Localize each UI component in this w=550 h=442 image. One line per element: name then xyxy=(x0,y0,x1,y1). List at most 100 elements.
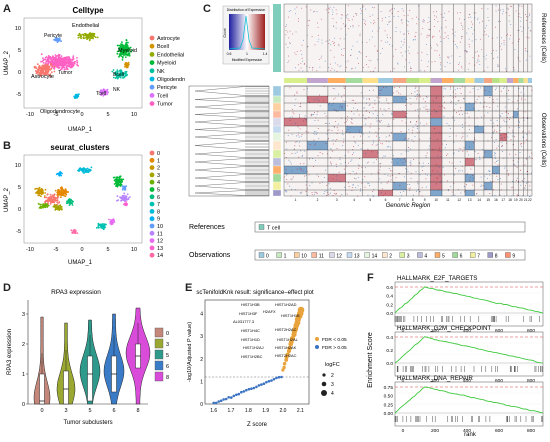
observation-cnv-cell xyxy=(500,126,502,128)
observation-cnv-cell xyxy=(365,123,366,125)
observation-cnv-cell xyxy=(531,90,533,91)
observation-cnv-cell xyxy=(316,98,318,100)
observation-cnv-cell xyxy=(287,135,289,137)
umap-point xyxy=(88,36,90,39)
legend-item: 2 xyxy=(157,166,160,172)
observation-cnv-cell xyxy=(366,102,367,104)
observation-cnv-cell xyxy=(435,111,437,113)
umap-point xyxy=(51,200,54,203)
observation-cnv-cell xyxy=(307,97,309,99)
observation-cnv-cell xyxy=(289,117,291,118)
chromosome-label: 21 xyxy=(524,198,528,202)
observation-cnv-cell xyxy=(409,148,411,150)
umap-point xyxy=(44,62,47,64)
observation-cnv-cell xyxy=(407,184,409,185)
umap-point xyxy=(48,74,51,77)
reference-cnv-cell xyxy=(525,59,527,61)
reference-cnv-cell xyxy=(353,15,355,17)
umap-point xyxy=(118,179,121,182)
observation-cnv-cell xyxy=(523,93,525,95)
reference-cnv-cell xyxy=(524,48,526,49)
observation-cnv-cell xyxy=(315,191,317,193)
reference-cnv-cell xyxy=(366,64,367,65)
observation-cnv-cell xyxy=(531,152,532,154)
scatter-point xyxy=(219,399,223,402)
reference-cnv-cell xyxy=(372,6,374,8)
observation-cnv-cell xyxy=(493,189,495,191)
reference-cnv-cell xyxy=(344,26,346,28)
observation-cnv-cell xyxy=(427,111,429,113)
observation-swatch xyxy=(399,252,405,258)
observation-cnv-cell xyxy=(387,126,389,128)
observation-cnv-cell xyxy=(400,195,402,197)
umap-point xyxy=(61,208,63,210)
x-axis-label: Z score xyxy=(247,422,268,428)
y-tick-label: 1 xyxy=(200,379,203,385)
umap-point xyxy=(58,63,61,66)
reference-cnv-cell xyxy=(485,58,487,60)
observation-cnv-cell xyxy=(379,139,380,141)
observation-cnv-cell xyxy=(313,114,315,115)
observation-cnv-cell xyxy=(351,99,353,101)
observation-cnv-cell xyxy=(507,136,509,138)
observation-cnv-cell xyxy=(479,158,481,160)
reference-cnv-cell xyxy=(519,5,521,7)
reference-cnv-cell xyxy=(424,70,426,72)
reference-cnv-cell xyxy=(507,33,508,35)
observation-cnv-cell xyxy=(407,138,409,140)
observation-cnv-cell xyxy=(436,111,437,112)
chromosome-label: 14 xyxy=(477,198,481,202)
reference-cnv-cell xyxy=(468,17,470,18)
observation-cnv-cell xyxy=(368,105,370,106)
umap-point xyxy=(70,65,73,67)
observation-cnv-cell xyxy=(409,184,411,185)
observation-cnv-cell xyxy=(336,193,337,194)
reference-cnv-cell xyxy=(359,35,361,36)
plot-frame xyxy=(23,17,143,109)
observation-cnv-cell xyxy=(448,125,450,126)
reference-cnv-cell xyxy=(444,32,446,34)
reference-cnv-cell xyxy=(345,61,347,63)
umap-point xyxy=(72,56,74,59)
observation-cnv-cell xyxy=(419,138,421,140)
reference-cnv-cell xyxy=(434,15,436,17)
x-tick-label: 0 xyxy=(402,328,405,334)
dendrogram-branch xyxy=(194,158,269,166)
umap-point xyxy=(60,55,63,57)
reference-cnv-cell xyxy=(514,69,516,71)
reference-cnv-cell xyxy=(297,64,299,66)
reference-cnv-cell xyxy=(429,29,431,31)
observation-cnv-cell xyxy=(483,131,484,133)
umap-point xyxy=(78,32,81,35)
observation-cnv-cell xyxy=(377,133,379,135)
umap-point xyxy=(42,66,45,69)
observation-swatch xyxy=(364,252,370,258)
umap-point xyxy=(97,224,100,226)
reference-cnv-cell xyxy=(468,63,470,65)
reference-cnv-cell xyxy=(311,67,313,68)
observation-cnv-cell xyxy=(296,141,298,143)
observation-cnv-cell xyxy=(509,116,511,118)
observation-cnv-cell xyxy=(423,125,425,127)
observation-cnv-cell xyxy=(527,118,528,119)
umap-point xyxy=(59,68,62,71)
reference-cnv-cell xyxy=(444,12,446,14)
umap-point xyxy=(120,48,122,51)
reference-cnv-cell xyxy=(369,15,371,17)
observation-cnv-cell xyxy=(525,158,527,160)
observation-cnv-cell xyxy=(375,131,377,133)
observation-cnv-cell xyxy=(367,161,369,163)
umap-point xyxy=(77,34,80,37)
gene-label: HIST1H2BC xyxy=(241,354,263,359)
reference-cnv-cell xyxy=(428,35,430,37)
reference-cnv-cell xyxy=(330,44,332,46)
reference-cnv-cell xyxy=(341,48,342,50)
observation-cnv-cell xyxy=(312,114,314,116)
umap-point xyxy=(54,189,57,192)
reference-cnv-cell xyxy=(506,7,508,9)
observation-cnv-cell xyxy=(362,133,364,135)
observation-cnv-cell xyxy=(303,120,305,122)
reference-cnv-cell xyxy=(391,8,393,10)
scatter-point xyxy=(222,398,225,401)
